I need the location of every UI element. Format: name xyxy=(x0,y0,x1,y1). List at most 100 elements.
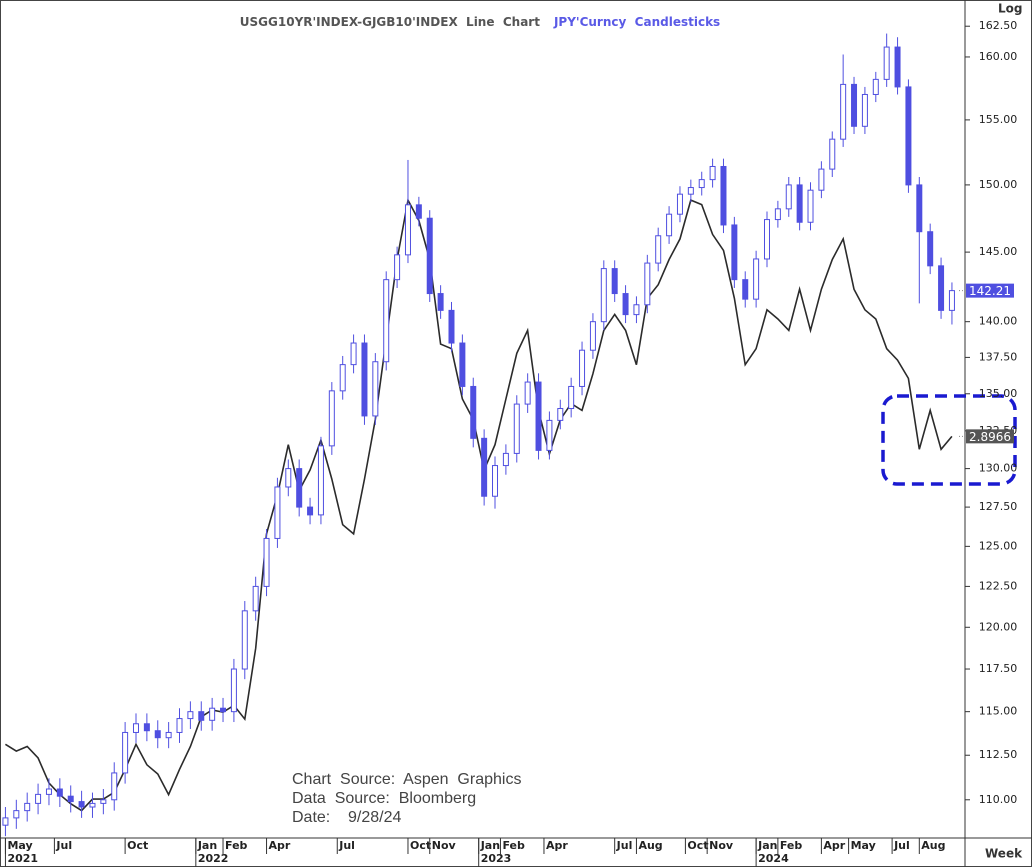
candle-body xyxy=(350,342,357,366)
highlight-box xyxy=(881,394,1017,486)
x-tick-label: Jul xyxy=(338,839,355,852)
x-tick-label: Jan xyxy=(757,839,777,852)
candle-body xyxy=(709,165,716,181)
candle-body xyxy=(589,321,596,351)
candle-body xyxy=(2,817,9,826)
candle-body xyxy=(720,165,727,226)
x-tick-label: Aug xyxy=(921,839,945,852)
y-tick-label: 162.50 xyxy=(979,19,1018,32)
x-tick-label: Nov xyxy=(709,839,734,852)
candle-body xyxy=(535,381,542,451)
candle-body xyxy=(698,179,705,189)
y-tick-label: 140.00 xyxy=(979,315,1018,328)
candle-body xyxy=(731,224,738,281)
source-line: Date: 9/28/24 xyxy=(292,809,402,826)
candle-body xyxy=(840,83,847,140)
candle-body xyxy=(807,189,814,223)
x-tick-label: Jan xyxy=(197,839,217,852)
y-tick-label: 125.00 xyxy=(979,539,1018,552)
candle-body xyxy=(230,668,237,713)
y-tick-label: 150.00 xyxy=(979,178,1018,191)
legend-line: USGG10YR'INDEX-GJGB10'INDEX Line Chart xyxy=(240,15,540,29)
candle-body xyxy=(132,723,139,733)
candle-body xyxy=(905,86,912,186)
candle-body xyxy=(437,293,444,311)
candle-body xyxy=(851,83,858,127)
candle-body xyxy=(481,437,488,497)
candle-body xyxy=(176,718,183,733)
last-value-label: 2.8966 xyxy=(969,430,1011,444)
y-tick-label: 130.00 xyxy=(979,462,1018,475)
candle-body xyxy=(296,468,303,508)
candle-body xyxy=(513,403,520,454)
x-tick-label: Jul xyxy=(55,839,72,852)
x-tick-label: Jul xyxy=(616,839,633,852)
source-line: Chart Source: Aspen Graphics xyxy=(292,771,521,788)
candle-body xyxy=(492,465,499,497)
candle-body xyxy=(154,730,161,739)
candle-body xyxy=(872,78,879,95)
candle-body xyxy=(655,235,662,264)
candle-body xyxy=(600,268,607,323)
year-label: 2021 xyxy=(7,852,38,865)
candle-body xyxy=(89,802,96,808)
candle-body xyxy=(263,537,270,587)
candle-body xyxy=(209,707,216,721)
y-tick-label: 155.00 xyxy=(979,113,1018,126)
candle-body xyxy=(894,46,901,88)
x-tick-label: Feb xyxy=(502,839,525,852)
candle-body xyxy=(753,258,760,300)
x-tick-label: Apr xyxy=(823,839,845,852)
x-tick-label: Oct xyxy=(410,839,431,852)
candle-body xyxy=(78,801,85,808)
candle-body xyxy=(143,723,150,732)
candle-body xyxy=(383,279,390,363)
y-tick-label: 110.00 xyxy=(979,793,1018,806)
candle-body xyxy=(111,772,118,801)
candle-body xyxy=(317,445,324,516)
plot xyxy=(2,33,955,837)
last-value-box xyxy=(966,429,1014,444)
candle-body xyxy=(676,193,683,215)
candle-body xyxy=(938,265,945,311)
candle-body xyxy=(568,385,575,410)
candle-body xyxy=(644,262,651,306)
candle-body xyxy=(861,93,868,127)
period-label: Week xyxy=(985,847,1023,861)
candle-body xyxy=(35,793,42,804)
candle-body xyxy=(220,707,227,713)
y-tick-label: 112.50 xyxy=(979,748,1018,761)
x-tick-label: Jan xyxy=(480,839,500,852)
last-value-label: 142.21 xyxy=(969,284,1011,298)
candle-body xyxy=(13,810,20,819)
candle-body xyxy=(687,187,694,195)
candle-body xyxy=(361,342,368,417)
candle-body xyxy=(829,138,836,170)
y-tick-label: 127.50 xyxy=(979,500,1018,513)
year-label: 2024 xyxy=(758,852,789,865)
candle-body xyxy=(165,731,172,739)
candle-body xyxy=(916,184,923,233)
candle-body xyxy=(274,486,281,539)
y-tick-label: 135.00 xyxy=(979,387,1018,400)
x-tick-label: Nov xyxy=(432,839,457,852)
candle-body xyxy=(611,268,618,295)
candle-body xyxy=(666,213,673,237)
candle-body xyxy=(67,795,74,803)
candle-body xyxy=(241,610,248,670)
candle-body xyxy=(557,408,564,421)
candle-body xyxy=(470,385,477,439)
candle-body xyxy=(524,381,531,405)
candle-body xyxy=(448,309,455,344)
candle-body xyxy=(415,204,422,219)
candle-body xyxy=(948,290,955,311)
candle-body xyxy=(198,711,205,721)
x-tick-label: Oct xyxy=(687,839,708,852)
candle-body xyxy=(818,168,825,191)
candle-body xyxy=(307,506,314,516)
candle-body xyxy=(100,799,107,804)
x-tick-label: Apr xyxy=(546,839,568,852)
candle-body xyxy=(285,468,292,488)
candle-body xyxy=(187,711,194,720)
y-tick-label: 117.50 xyxy=(979,662,1018,675)
